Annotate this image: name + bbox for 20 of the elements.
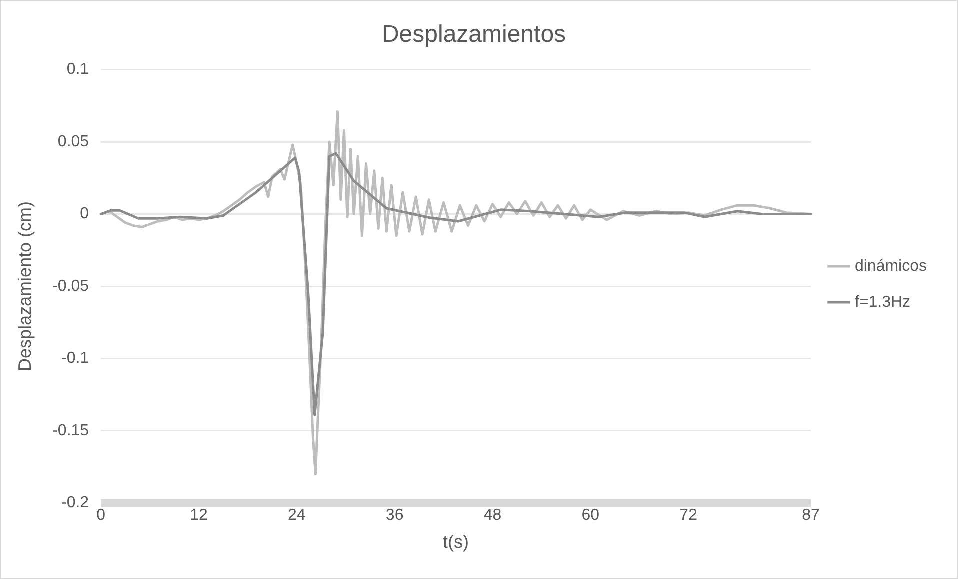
x-tick-label: 48 bbox=[484, 507, 502, 524]
x-axis-title: t(s) bbox=[443, 532, 470, 552]
y-tick-label: 0.05 bbox=[58, 133, 90, 150]
x-tick-label: 36 bbox=[386, 507, 404, 524]
x-tick-label: 60 bbox=[582, 507, 600, 524]
x-tick-label: 24 bbox=[288, 507, 306, 524]
x-tick-label: 12 bbox=[190, 507, 208, 524]
legend-label: f=1.3Hz bbox=[854, 294, 911, 311]
y-tick-label: 0.1 bbox=[66, 61, 90, 78]
y-axis-title: Desplazamiento (cm) bbox=[14, 201, 35, 372]
legend-label: dinámicos bbox=[854, 258, 927, 275]
y-tick-label: -0.05 bbox=[52, 278, 90, 295]
y-tick-label: -0.1 bbox=[61, 350, 90, 368]
y-tick-label: 0 bbox=[80, 206, 90, 223]
x-tick-label: 0 bbox=[96, 507, 106, 524]
x-tick-label: 72 bbox=[680, 507, 698, 524]
y-tick-label: -0.15 bbox=[52, 422, 90, 440]
chart-title: Desplazamientos bbox=[382, 21, 566, 48]
x-tick-label: 87 bbox=[802, 507, 820, 524]
y-tick-label: -0.2 bbox=[61, 494, 90, 512]
